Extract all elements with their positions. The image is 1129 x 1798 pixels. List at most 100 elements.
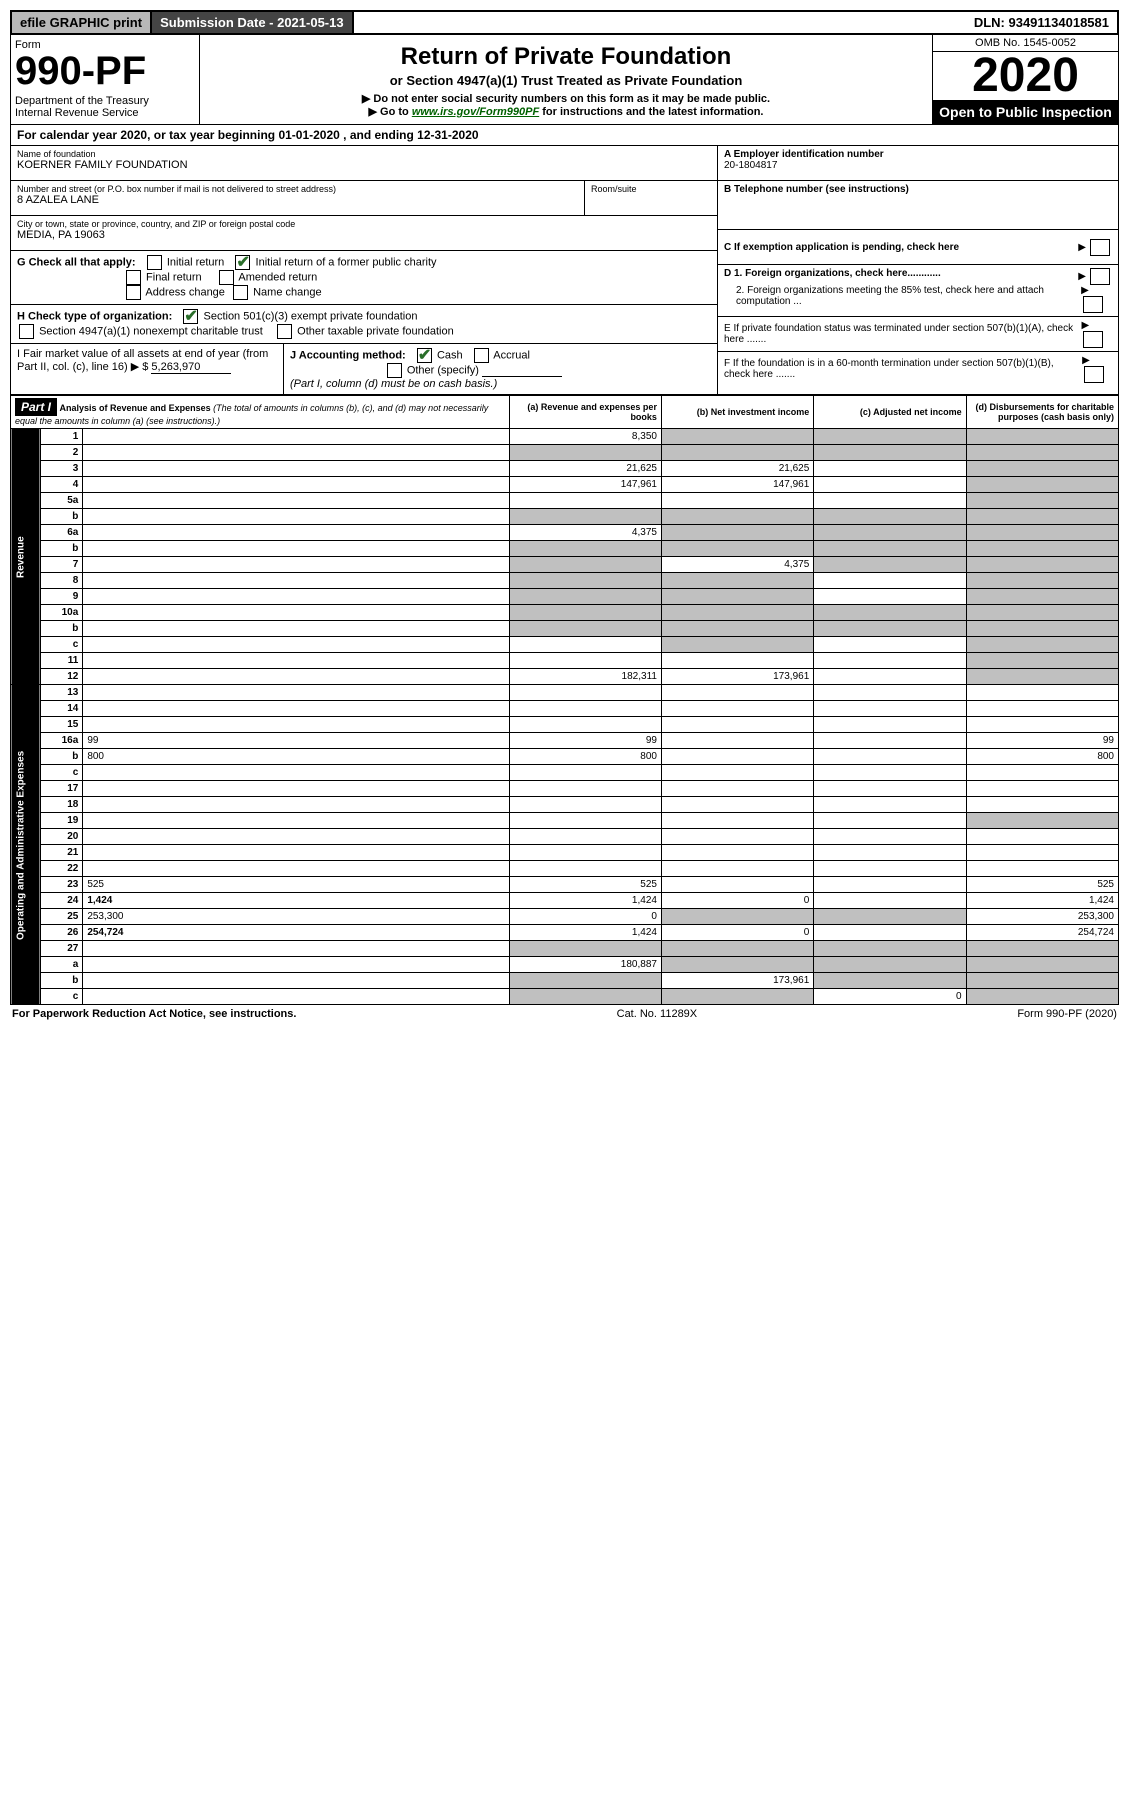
row-number: b: [40, 541, 83, 557]
cb-cash[interactable]: [417, 348, 432, 363]
cell-d: [966, 829, 1118, 845]
cell-d: [966, 941, 1118, 957]
row-number: 19: [40, 813, 83, 829]
cell-a: [509, 509, 661, 525]
row-number: 23: [40, 877, 83, 893]
cb-name-change[interactable]: [233, 285, 248, 300]
cell-d: [966, 765, 1118, 781]
cell-d: [966, 701, 1118, 717]
cell-b: [661, 621, 813, 637]
cell-a: [509, 541, 661, 557]
cell-b: [661, 429, 813, 445]
cb-501c3[interactable]: [183, 309, 198, 324]
cb-d2[interactable]: [1083, 296, 1103, 313]
cell-c: [814, 589, 966, 605]
row-desc: [83, 685, 509, 701]
cell-c: [814, 797, 966, 813]
row-number: b: [40, 621, 83, 637]
row-desc: [83, 861, 509, 877]
cell-a: 1,424: [509, 893, 661, 909]
cell-c: [814, 765, 966, 781]
top-bar: efile GRAPHIC print Submission Date - 20…: [10, 10, 1119, 35]
cell-c: [814, 941, 966, 957]
efile-label[interactable]: efile GRAPHIC print: [12, 12, 152, 33]
cell-b: [661, 493, 813, 509]
cell-c: [814, 717, 966, 733]
cb-accrual[interactable]: [474, 348, 489, 363]
row-desc: [83, 621, 509, 637]
irs-link[interactable]: www.irs.gov/Form990PF: [412, 106, 539, 118]
row-desc: [83, 829, 509, 845]
cell-a: [509, 637, 661, 653]
row-number: 22: [40, 861, 83, 877]
cell-d: [966, 541, 1118, 557]
open-public: Open to Public Inspection: [933, 100, 1118, 124]
cell-b: 0: [661, 893, 813, 909]
cb-f[interactable]: [1084, 366, 1104, 383]
cell-b: [661, 957, 813, 973]
row-desc: [83, 701, 509, 717]
cb-4947[interactable]: [19, 324, 34, 339]
cell-b: [661, 845, 813, 861]
row-number: c: [40, 765, 83, 781]
row-number: 17: [40, 781, 83, 797]
cb-c[interactable]: [1090, 239, 1110, 256]
row-number: 15: [40, 717, 83, 733]
cell-c: [814, 861, 966, 877]
j-label: J Accounting method:: [290, 349, 406, 361]
cell-c: [814, 829, 966, 845]
form-subtitle: or Section 4947(a)(1) Trust Treated as P…: [206, 73, 926, 88]
cell-d: [966, 589, 1118, 605]
cb-amended[interactable]: [219, 270, 234, 285]
cell-b: [661, 989, 813, 1005]
part1-title: Analysis of Revenue and Expenses: [60, 403, 211, 413]
cell-b: [661, 589, 813, 605]
cell-b: [661, 877, 813, 893]
row-number: 14: [40, 701, 83, 717]
cell-b: [661, 781, 813, 797]
cell-d: [966, 797, 1118, 813]
cb-d1[interactable]: [1090, 268, 1110, 285]
cell-d: [966, 429, 1118, 445]
cell-a: [509, 861, 661, 877]
cell-d: [966, 525, 1118, 541]
row-desc: [83, 813, 509, 829]
cell-c: [814, 541, 966, 557]
h-label: H Check type of organization:: [17, 310, 172, 322]
cell-d: 800: [966, 749, 1118, 765]
cell-a: [509, 589, 661, 605]
cb-address-change[interactable]: [126, 285, 141, 300]
row-desc: [83, 717, 509, 733]
row-number: 24: [40, 893, 83, 909]
cb-other-taxable[interactable]: [277, 324, 292, 339]
cell-b: [661, 445, 813, 461]
row-number: 18: [40, 797, 83, 813]
row-desc: 800: [83, 749, 509, 765]
cell-c: [814, 813, 966, 829]
dept: Department of the Treasury Internal Reve…: [15, 95, 195, 119]
cell-d: [966, 637, 1118, 653]
row-number: 9: [40, 589, 83, 605]
row-desc: [83, 989, 509, 1005]
cb-initial-former[interactable]: [235, 255, 250, 270]
row-number: 10a: [40, 605, 83, 621]
cb-initial-return[interactable]: [147, 255, 162, 270]
cell-b: [661, 717, 813, 733]
cell-b: [661, 525, 813, 541]
cb-e[interactable]: [1083, 331, 1103, 348]
row-number: 25: [40, 909, 83, 925]
cb-other-method[interactable]: [387, 363, 402, 378]
footer: For Paperwork Reduction Act Notice, see …: [10, 1005, 1119, 1023]
cell-c: [814, 445, 966, 461]
form-number: 990-PF: [15, 51, 195, 91]
cell-b: [661, 829, 813, 845]
row-number: 27: [40, 941, 83, 957]
room-label: Room/suite: [591, 184, 711, 194]
g-row: G Check all that apply: Initial return I…: [11, 251, 717, 305]
cb-final-return[interactable]: [126, 270, 141, 285]
row-desc: [83, 445, 509, 461]
cell-b: 21,625: [661, 461, 813, 477]
cell-a: 8,350: [509, 429, 661, 445]
cell-a: 525: [509, 877, 661, 893]
row-number: 3: [40, 461, 83, 477]
